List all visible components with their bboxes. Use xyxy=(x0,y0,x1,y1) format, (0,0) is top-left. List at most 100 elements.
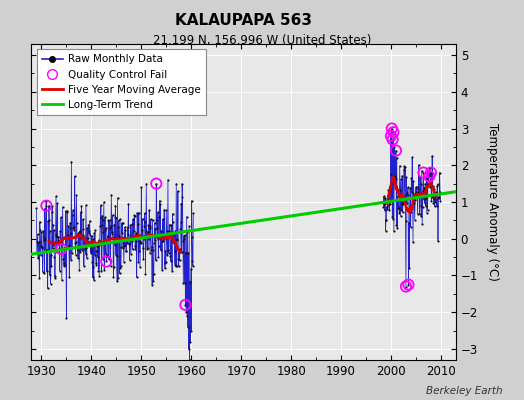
Point xyxy=(430,186,438,192)
Point xyxy=(128,246,137,252)
Point xyxy=(161,265,169,271)
Point xyxy=(426,173,434,179)
Point xyxy=(134,221,142,227)
Point xyxy=(183,313,191,319)
Point xyxy=(411,197,419,204)
Point xyxy=(431,190,439,196)
Point xyxy=(386,171,395,178)
Point xyxy=(97,222,106,228)
Point xyxy=(45,202,53,209)
Point xyxy=(188,258,196,264)
Point xyxy=(87,244,95,251)
Point xyxy=(168,210,177,217)
Point xyxy=(420,184,429,191)
Point xyxy=(399,200,407,206)
Point xyxy=(379,204,388,210)
Point xyxy=(137,184,146,190)
Point xyxy=(133,210,141,216)
Point xyxy=(122,248,130,254)
Point xyxy=(388,125,396,132)
Point xyxy=(52,193,60,200)
Point xyxy=(132,230,140,236)
Point xyxy=(407,175,416,182)
Point xyxy=(400,167,408,174)
Point xyxy=(158,229,167,236)
Point xyxy=(381,228,390,234)
Point xyxy=(387,197,396,204)
Point xyxy=(57,240,65,247)
Point xyxy=(433,181,442,188)
Point xyxy=(166,253,174,259)
Point xyxy=(40,270,49,276)
Point xyxy=(389,129,398,135)
Point xyxy=(397,176,405,182)
Point xyxy=(158,267,166,273)
Point xyxy=(151,237,159,243)
Point xyxy=(124,232,132,239)
Text: Berkeley Earth: Berkeley Earth xyxy=(427,386,503,396)
Point xyxy=(136,264,144,270)
Point xyxy=(395,205,403,211)
Point xyxy=(145,207,154,213)
Point xyxy=(390,144,398,150)
Point xyxy=(111,213,119,220)
Point xyxy=(388,136,397,143)
Point xyxy=(102,225,110,231)
Point xyxy=(100,267,108,273)
Point xyxy=(50,273,59,280)
Point xyxy=(174,262,183,269)
Point xyxy=(62,209,71,216)
Point xyxy=(84,239,92,245)
Point xyxy=(109,274,117,280)
Point xyxy=(52,233,61,240)
Point xyxy=(152,217,161,223)
Point xyxy=(417,213,425,220)
Point xyxy=(39,236,48,243)
Point xyxy=(164,247,172,253)
Point xyxy=(52,249,61,256)
Point xyxy=(394,197,402,203)
Point xyxy=(89,264,97,270)
Point xyxy=(405,265,413,271)
Point xyxy=(58,277,66,283)
Point xyxy=(385,207,394,214)
Point xyxy=(60,262,68,269)
Point xyxy=(395,210,403,216)
Point xyxy=(128,238,136,245)
Point xyxy=(401,164,409,171)
Point xyxy=(109,234,117,240)
Point xyxy=(138,216,147,222)
Point xyxy=(101,227,109,234)
Point xyxy=(38,244,46,251)
Point xyxy=(89,235,97,242)
Point xyxy=(55,245,63,251)
Point xyxy=(72,192,81,198)
Point xyxy=(83,224,91,231)
Point xyxy=(151,257,160,264)
Point xyxy=(181,302,190,308)
Point xyxy=(35,239,43,246)
Point xyxy=(64,231,72,238)
Point xyxy=(140,222,148,229)
Point xyxy=(380,207,389,213)
Point xyxy=(129,216,137,222)
Point xyxy=(111,242,119,248)
Point xyxy=(183,229,192,236)
Point xyxy=(90,276,98,283)
Point xyxy=(42,198,50,204)
Point xyxy=(135,238,144,244)
Point xyxy=(132,238,140,245)
Point xyxy=(80,234,89,240)
Point xyxy=(38,268,47,275)
Point xyxy=(408,154,417,160)
Point xyxy=(160,236,168,242)
Point xyxy=(57,246,66,252)
Point xyxy=(75,230,83,236)
Point xyxy=(83,235,92,241)
Point xyxy=(396,186,405,193)
Point xyxy=(127,221,136,228)
Point xyxy=(436,189,444,196)
Point xyxy=(401,218,410,224)
Point xyxy=(387,133,395,139)
Point xyxy=(181,302,190,308)
